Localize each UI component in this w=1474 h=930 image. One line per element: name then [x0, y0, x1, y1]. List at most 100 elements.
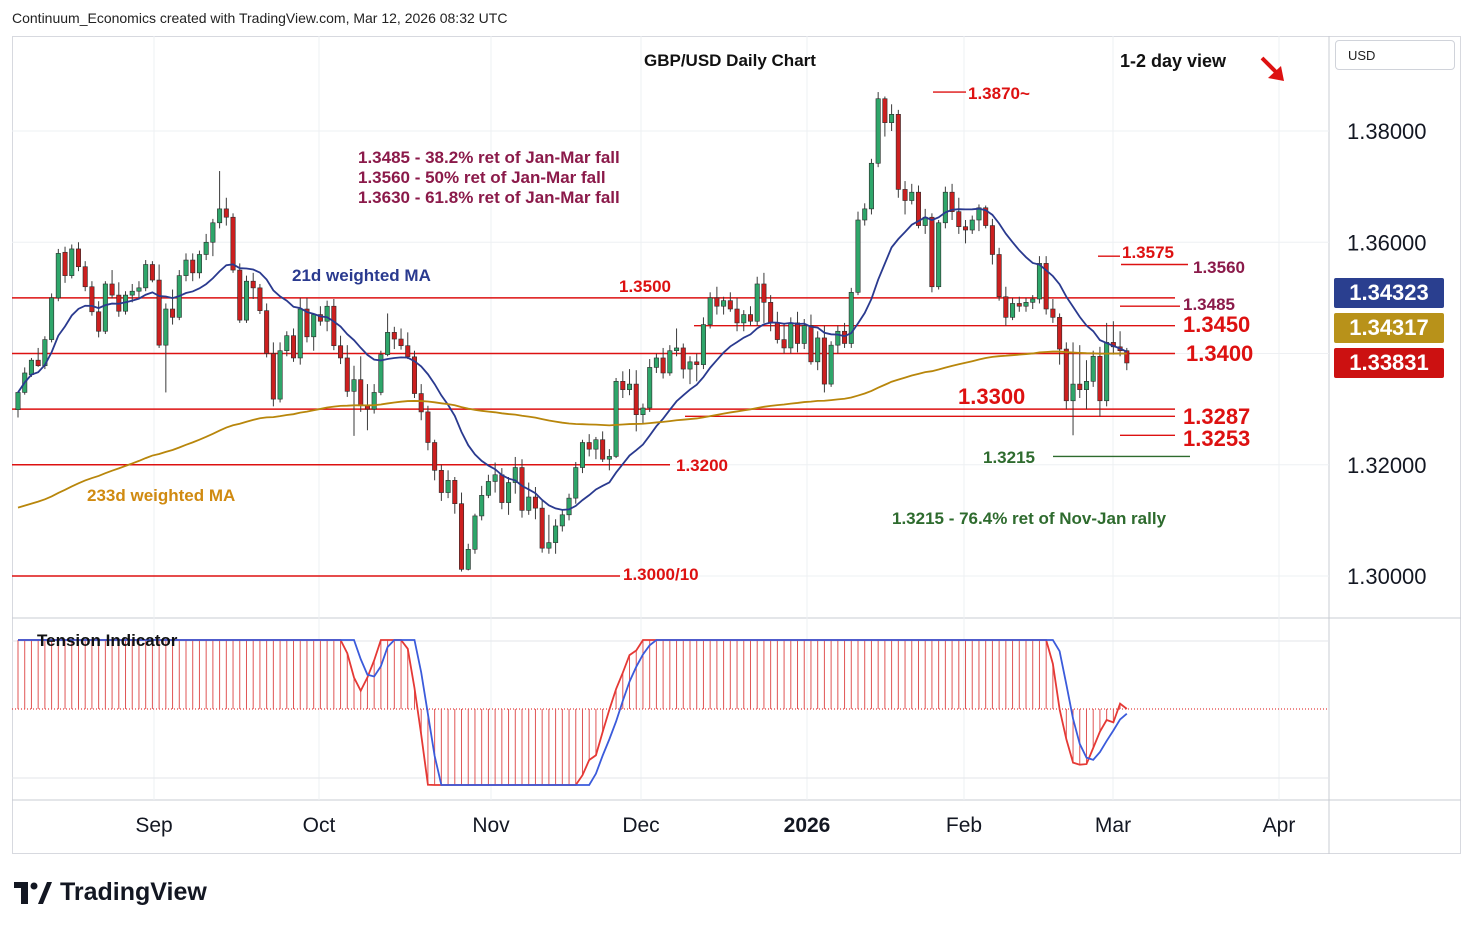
ma233-label: 233d weighted MA	[87, 486, 235, 505]
candle	[781, 322, 787, 354]
candle-down	[895, 114, 901, 190]
candle	[49, 293, 55, 343]
candle-down	[1057, 317, 1063, 350]
candle	[1057, 313, 1063, 365]
candle-up	[69, 248, 75, 276]
candle-up	[512, 467, 518, 483]
candle	[821, 325, 827, 393]
candle	[485, 474, 491, 499]
candle-up	[976, 207, 982, 221]
candle-up	[559, 514, 565, 527]
level-label: 1.3300	[958, 384, 1025, 409]
candle	[425, 405, 431, 451]
indicator-signal-line	[18, 639, 1128, 786]
candle-up	[55, 253, 61, 299]
candle-up	[579, 442, 585, 468]
candle-down	[149, 264, 155, 281]
candle-down	[795, 322, 801, 344]
candle-down	[989, 225, 995, 255]
candle	[190, 253, 196, 282]
candle-up	[700, 324, 706, 365]
candle	[1063, 342, 1069, 410]
candle-up	[15, 392, 21, 410]
price-tick-label: 1.38000	[1347, 119, 1427, 144]
candle-down	[62, 251, 68, 276]
candle-up	[1010, 303, 1016, 318]
candle-down	[452, 480, 458, 504]
time-tick-label: Sep	[135, 814, 172, 837]
candle-up	[143, 264, 149, 289]
candle	[633, 370, 639, 432]
candle-down	[727, 300, 733, 310]
candle-down	[223, 208, 229, 218]
indicator-line	[18, 639, 1128, 786]
candle	[378, 350, 384, 396]
candle	[929, 213, 935, 293]
time-tick-label: Oct	[303, 814, 336, 837]
candle	[237, 263, 243, 323]
candle-up	[828, 344, 834, 385]
candle	[680, 343, 686, 379]
ma21-line	[17, 207, 1128, 511]
candle-up	[311, 314, 317, 338]
candle-down	[734, 308, 740, 324]
level-label: 1.3485	[1183, 295, 1235, 314]
candle	[163, 303, 169, 393]
candle	[835, 325, 841, 354]
candle	[284, 331, 290, 357]
candle-up	[277, 350, 283, 400]
candle	[600, 431, 606, 462]
candle-up	[640, 407, 646, 415]
candle-up	[707, 297, 713, 325]
candle	[156, 264, 162, 348]
candle	[895, 109, 901, 198]
price-badge-ma233: 1.34317	[1334, 313, 1444, 343]
candle-up	[472, 515, 478, 550]
candle	[519, 459, 525, 518]
candle	[311, 313, 317, 351]
candle	[1077, 345, 1083, 398]
candle-down	[882, 98, 888, 123]
price-tick-label: 1.36000	[1347, 230, 1427, 255]
candle	[452, 476, 458, 514]
candle-up	[553, 525, 559, 543]
candle	[398, 328, 404, 350]
candle-down	[1003, 296, 1009, 318]
annotation-text: 1.3630 - 61.8% ret of Jan-Mar fall	[358, 188, 620, 207]
currency-selector[interactable]: USD	[1335, 40, 1455, 70]
candle	[492, 462, 498, 493]
price-badge-last: 1.33831	[1334, 348, 1444, 378]
candle	[1023, 297, 1029, 312]
candle-down	[983, 207, 989, 226]
candle-down	[459, 503, 465, 570]
candle-down	[963, 226, 969, 231]
candle-down	[270, 353, 276, 400]
candle	[270, 342, 276, 407]
candle-up	[788, 322, 794, 349]
candle-down	[230, 216, 236, 271]
candle	[936, 220, 942, 290]
candle-up	[506, 482, 512, 503]
tradingview-logo[interactable]: TradingView	[14, 878, 207, 907]
candle	[526, 482, 532, 515]
candle-up	[969, 219, 975, 231]
candle	[862, 203, 868, 226]
candle	[640, 403, 646, 424]
candle	[1036, 256, 1042, 304]
price-tick-label: 1.30000	[1347, 564, 1427, 589]
candle	[183, 253, 189, 282]
candle-up	[566, 497, 572, 516]
level-label: 1.3200	[676, 456, 728, 475]
price-badge-ma21: 1.34323	[1334, 278, 1444, 308]
candle-up	[445, 480, 451, 493]
candle	[35, 347, 41, 367]
chart-title: GBP/USD Daily Chart	[644, 51, 816, 70]
candle	[1043, 256, 1049, 315]
candle	[1010, 297, 1016, 321]
candle-down	[499, 474, 505, 503]
candle-up	[1036, 263, 1042, 300]
candle	[808, 314, 814, 365]
candle-down	[190, 259, 196, 274]
candle	[734, 297, 740, 332]
